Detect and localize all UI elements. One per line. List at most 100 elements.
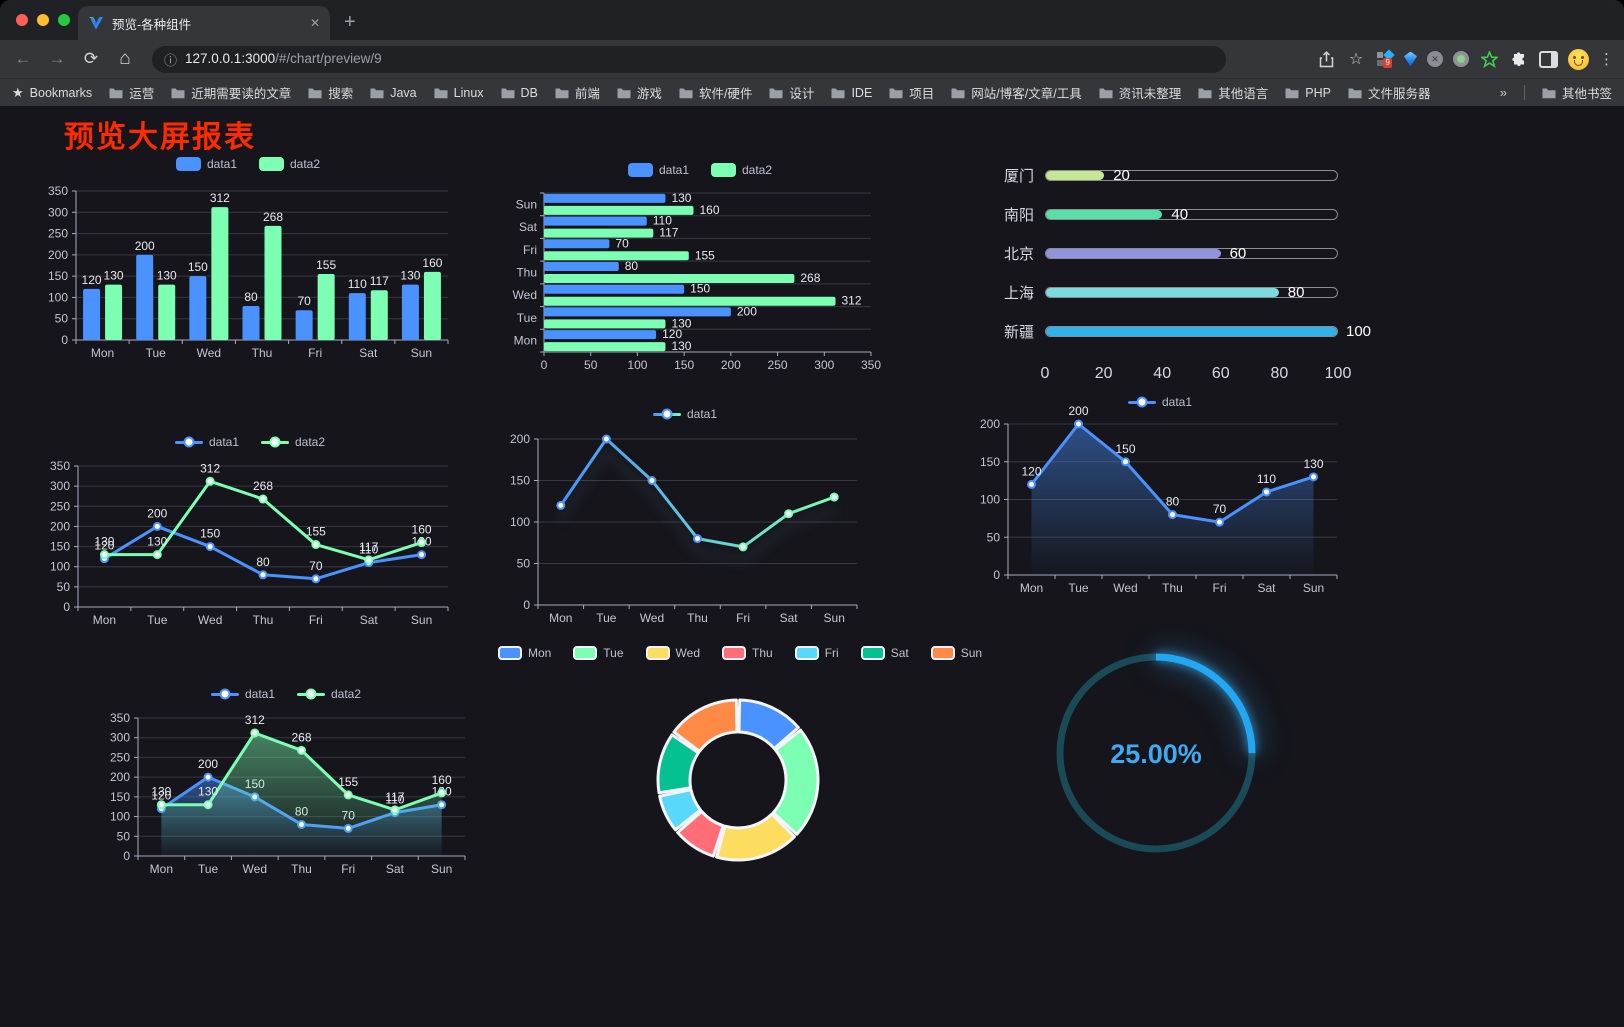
bookmark-folder[interactable]: Java [370, 86, 417, 100]
bookmark-folder[interactable]: 文件服务器 [1348, 83, 1430, 102]
horizontal-bar-plot: 0 50 100 150 200 250 300 350 Mon Tue Wed Thu Fri Sat S… [513, 191, 882, 372]
legend-item-data2[interactable]: data2 [259, 157, 320, 171]
bookmark-folder[interactable]: 网站/博客/文章/工具 [951, 83, 1082, 102]
bookmark-folder[interactable]: 搜索 [308, 83, 353, 102]
progress-fill [1046, 288, 1279, 297]
bookmark-folder-label: Linux [453, 85, 484, 100]
tab-close-icon[interactable]: ✕ [309, 16, 320, 30]
extension-blocks-icon[interactable]: 9 [1376, 49, 1395, 68]
legend-item-data1[interactable]: data1 [1127, 395, 1192, 409]
svg-text:160: 160 [699, 203, 719, 217]
bookmarks-overflow-chevron[interactable]: » [1499, 85, 1507, 100]
legend-item-data1[interactable]: data1 [175, 157, 237, 171]
bookmark-folder[interactable]: PHP [1285, 86, 1331, 100]
svg-text:120: 120 [662, 327, 682, 341]
address-bar[interactable]: ⓘ 127.0.0.1:3000/#/chart/preview/9 [152, 45, 1226, 73]
extension-circle-dot-icon[interactable] [1453, 51, 1469, 67]
tab-strip: 预览-各种组件 ✕ + [0, 0, 1624, 40]
extension-green-star-icon[interactable] [1479, 49, 1499, 69]
svg-text:50: 50 [584, 358, 598, 372]
bookmark-star-icon[interactable]: ☆ [1348, 51, 1364, 68]
close-window-button[interactable] [16, 14, 28, 26]
legend-item-Mon[interactable]: Mon [497, 646, 551, 660]
svg-text:130: 130 [147, 535, 167, 549]
site-info-icon[interactable]: ⓘ [164, 52, 178, 68]
extension-circle-x-icon[interactable]: ✕ [1427, 51, 1443, 67]
bookmark-folder-label: 游戏 [636, 87, 662, 101]
tab-favicon [89, 17, 103, 30]
bookmark-folder[interactable]: 其他语言 [1198, 83, 1268, 102]
legend-line-icon [297, 687, 325, 701]
home-icon[interactable]: ⌂ [119, 48, 131, 69]
svg-text:Sun: Sun [824, 611, 845, 625]
legend-item-Fri[interactable]: Fri [794, 646, 839, 660]
legend-item-data1[interactable]: data1 [652, 407, 717, 421]
bookmark-folder[interactable]: 游戏 [617, 83, 662, 102]
svg-text:200: 200 [48, 248, 68, 262]
legend-item-Tue[interactable]: Tue [573, 646, 624, 660]
legend-item-data1[interactable]: data1 [210, 687, 275, 701]
traffic-lights [16, 14, 70, 26]
legend-item-Sat[interactable]: Sat [860, 646, 909, 660]
bookmark-folder[interactable]: 项目 [889, 83, 934, 102]
minimize-window-button[interactable] [37, 14, 49, 26]
extension-gem-icon[interactable] [1404, 51, 1417, 67]
svg-text:120: 120 [1021, 464, 1041, 478]
back-icon[interactable]: ← [14, 49, 32, 68]
svg-text:160: 160 [432, 773, 452, 787]
progress-fill [1046, 210, 1163, 219]
bookmarks-bar: ★ Bookmarks 运营 近期需要读的文章 搜索 Java Linux DB 前端 游戏 软… [0, 78, 1624, 106]
legend-item-data2[interactable]: data2 [297, 687, 361, 701]
legend-item-Sun[interactable]: Sun [930, 646, 982, 660]
bookmark-folder[interactable]: 软件/硬件 [679, 83, 752, 102]
legend-item-data1[interactable]: data1 [174, 435, 239, 449]
legend-item-Wed[interactable]: Wed [645, 646, 700, 660]
side-panel-icon[interactable] [1539, 50, 1558, 68]
svg-text:312: 312 [245, 713, 265, 727]
bookmark-folder[interactable]: 设计 [769, 83, 814, 102]
other-bookmarks-folder[interactable]: 其他书签 [1542, 83, 1612, 102]
donut-slice-Sat[interactable] [656, 733, 700, 795]
legend-item-data2[interactable]: data2 [711, 163, 772, 177]
legend-line-icon [261, 435, 289, 449]
bookmark-folder[interactable]: DB [501, 86, 538, 100]
bookmark-folder[interactable]: IDE [831, 86, 872, 100]
new-tab-button[interactable]: + [344, 11, 356, 33]
bookmark-folder[interactable]: 资讯未整理 [1099, 83, 1181, 102]
donut-slice-Mon[interactable] [737, 698, 800, 751]
bookmark-folder[interactable]: 前端 [555, 83, 600, 102]
legend-item-data1[interactable]: data1 [627, 163, 689, 177]
progress-label: 北京 [1003, 246, 1034, 263]
bookmark-folder[interactable]: 近期需要读的文章 [171, 83, 291, 102]
menu-kebab-icon[interactable]: ⋮ [1599, 51, 1614, 68]
svg-text:117: 117 [370, 274, 389, 288]
donut-slice-Thu[interactable] [676, 809, 725, 858]
bookmark-folder[interactable]: 运营 [109, 83, 154, 102]
extensions-puzzle-icon[interactable] [1509, 49, 1529, 69]
forward-icon[interactable]: → [48, 49, 66, 68]
legend-item-Thu[interactable]: Thu [722, 646, 773, 660]
bookmarks-manager-item[interactable]: ★ Bookmarks [12, 85, 92, 101]
svg-text:130: 130 [198, 785, 218, 799]
donut-slice-Sun[interactable] [672, 698, 739, 753]
bookmark-folder[interactable]: Linux [434, 86, 484, 100]
svg-text:0: 0 [63, 600, 70, 614]
zoom-window-button[interactable] [58, 14, 70, 26]
svg-text:70: 70 [1213, 502, 1227, 516]
donut-slice-Fri[interactable] [658, 788, 702, 832]
reload-icon[interactable]: ⟳ [83, 49, 99, 68]
share-icon[interactable] [1316, 49, 1336, 69]
legend-swatch-icon [573, 646, 598, 660]
legend-item-data2[interactable]: data2 [261, 435, 325, 449]
legend-label: data1 [658, 163, 689, 177]
svg-text:155: 155 [316, 258, 336, 272]
svg-text:150: 150 [188, 260, 208, 274]
donut-slice-Tue[interactable] [771, 728, 820, 836]
svg-text:Sun: Sun [516, 197, 537, 211]
legend-label: Fri [824, 646, 839, 660]
browser-tab[interactable]: 预览-各种组件 ✕ [78, 6, 330, 40]
progress-row-厦门: 厦门 20 [994, 156, 1338, 195]
svg-text:Sat: Sat [1257, 581, 1276, 595]
donut-slice-Wed[interactable] [715, 812, 796, 862]
profile-avatar[interactable] [1568, 48, 1589, 70]
